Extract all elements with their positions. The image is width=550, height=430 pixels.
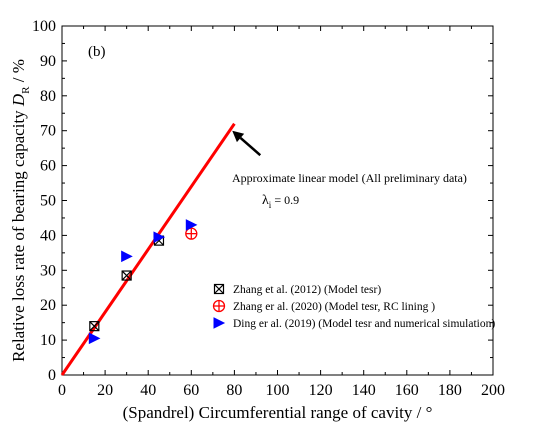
y-tick-label: 30 [40,262,56,279]
y-axis-ticks: 0 10 20 30 40 50 60 70 80 90 100 [32,18,493,384]
data-point [213,283,225,295]
lambda-subscript: i [269,200,272,210]
legend-entry-label: Zhang er al. (2020) (Model tesr, RC lini… [233,301,435,313]
lambda-symbol: λ [262,193,269,208]
legend-entry-label: Ding er al. (2019) (Model tesr and numer… [233,318,495,330]
data-point [88,332,101,345]
x-tick-label: 0 [58,382,66,399]
marker-cross-b [214,284,224,294]
lambda-value: = 0.9 [271,193,299,207]
marker-cross-b [89,321,100,332]
square-marker [213,283,225,295]
y-axis-title-suffix: / % [9,59,28,86]
y-tick-label: 0 [48,367,56,384]
annotation-arrow [239,136,262,157]
data-point [213,317,226,329]
y-axis-title-subscript: R [20,86,32,94]
linear-model-segment [60,122,236,376]
data-points [88,219,198,345]
y-tick-label: 10 [40,332,56,349]
x-tick-label: 180 [438,382,462,399]
data-point [121,270,132,281]
y-tick-label: 50 [40,193,56,210]
y-tick-label: 60 [40,158,56,175]
triangle-marker [88,332,101,345]
data-point [212,299,226,313]
y-axis-title-prefix: Relative loss rate of bearing capacity [9,106,28,362]
panel-label: (b) [88,44,106,60]
y-axis-title-symbol: D [9,93,28,107]
data-point [89,321,100,332]
marker-cross-b [121,270,132,281]
y-axis-title: Relative loss rate of bearing capacity D… [9,59,32,362]
linear-model-line [60,122,236,376]
y-tick-label: 80 [40,88,56,105]
data-point [185,219,198,231]
triangle-marker [121,250,133,263]
legend: Zhang et al. (2012) (Model tesr) Zhang er… [212,283,495,330]
x-tick-label: 100 [266,382,290,399]
annotation-lambda: λi = 0.9 [262,193,299,210]
data-point [121,250,133,263]
triangle-marker [213,317,226,329]
x-tick-label: 140 [352,382,376,399]
y-tick-label: 100 [32,18,56,35]
x-tick-label: 160 [395,382,419,399]
square-marker [89,321,100,332]
square-marker [121,270,132,281]
annotation: Approximate linear model (All preliminar… [232,130,467,210]
y-tick-label: 20 [40,297,56,314]
x-tick-label: 60 [183,382,199,399]
x-tick-label: 200 [481,382,505,399]
data-point [153,231,166,243]
x-axis-ticks: 0 20 40 60 80 100 120 140 160 180 200 [58,26,505,399]
y-tick-label: 40 [40,227,56,244]
legend-entry-label: Zhang et al. (2012) (Model tesr) [233,284,381,296]
triangle-marker [185,219,198,231]
annotation-text: Approximate linear model (All preliminar… [232,171,467,185]
x-axis-title: (Spandrel) Circumferential range of cavi… [123,403,433,422]
x-tick-label: 20 [97,382,113,399]
x-tick-label: 80 [226,382,242,399]
x-tick-label: 40 [140,382,156,399]
annotation-arrow-head [232,130,245,143]
data-point [185,227,198,240]
triangle-marker [153,231,166,243]
x-tick-label: 120 [309,382,333,399]
y-tick-label: 90 [40,53,56,70]
y-tick-label: 70 [40,123,56,140]
